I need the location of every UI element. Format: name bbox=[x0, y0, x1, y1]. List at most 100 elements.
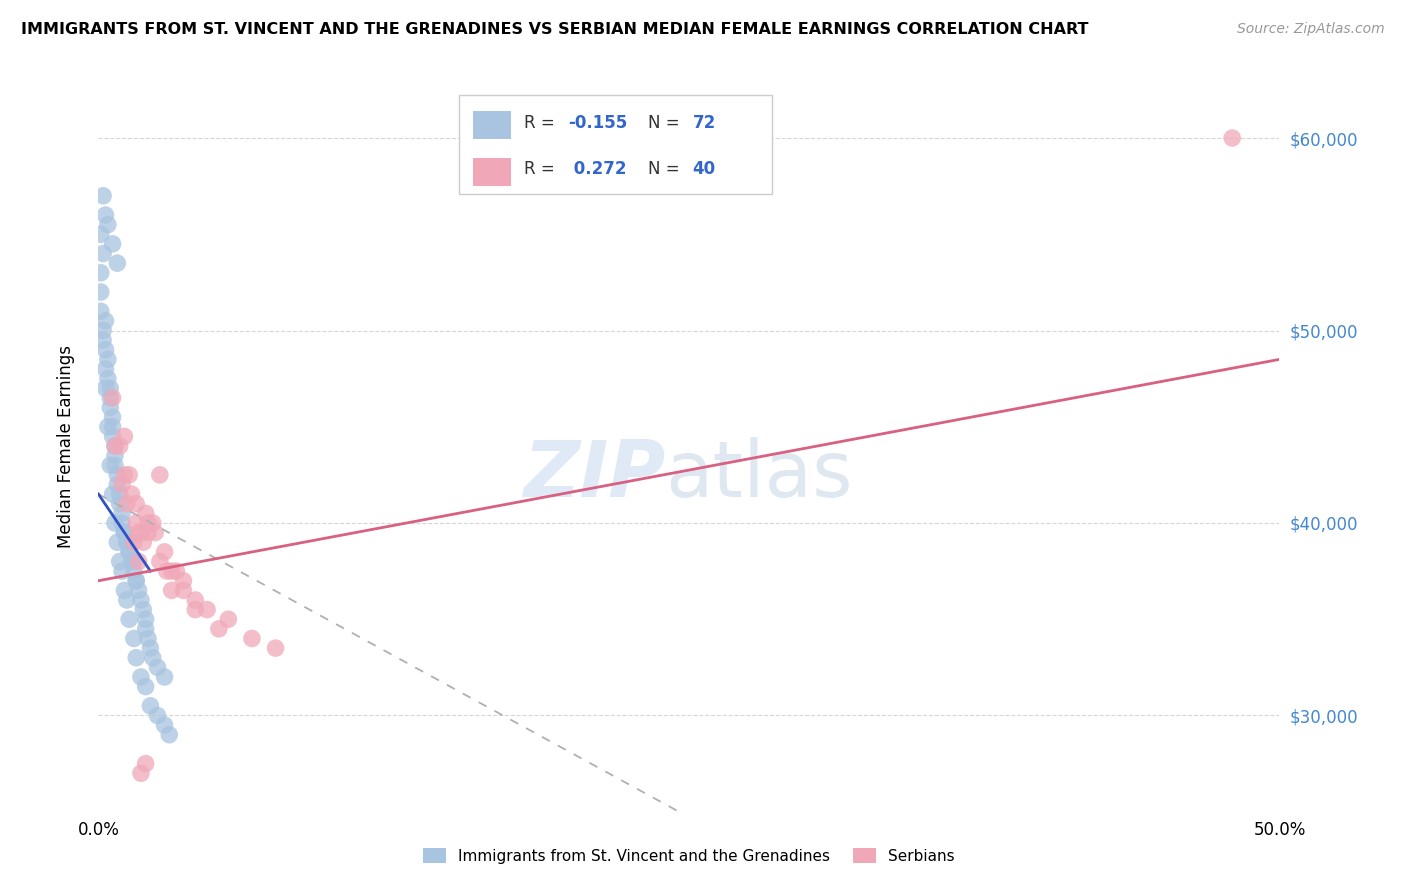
Point bbox=[115, 497, 138, 511]
Point bbox=[125, 574, 148, 588]
Point bbox=[132, 535, 155, 549]
Point bbox=[195, 602, 218, 616]
Point bbox=[135, 680, 157, 694]
Point bbox=[118, 545, 141, 559]
Point bbox=[90, 266, 112, 280]
Point bbox=[94, 208, 117, 222]
Text: 72: 72 bbox=[693, 113, 716, 131]
Point bbox=[94, 343, 117, 357]
Point bbox=[98, 381, 121, 395]
Point bbox=[121, 487, 143, 501]
Point bbox=[101, 391, 124, 405]
Legend: Immigrants from St. Vincent and the Grenadines, Serbians: Immigrants from St. Vincent and the Gren… bbox=[418, 842, 960, 870]
Point bbox=[146, 660, 169, 674]
Text: IMMIGRANTS FROM ST. VINCENT AND THE GRENADINES VS SERBIAN MEDIAN FEMALE EARNINGS: IMMIGRANTS FROM ST. VINCENT AND THE GREN… bbox=[21, 22, 1088, 37]
Point bbox=[125, 497, 148, 511]
Point bbox=[91, 246, 114, 260]
Text: 0.272: 0.272 bbox=[568, 160, 627, 178]
Point bbox=[184, 593, 207, 607]
Point bbox=[136, 632, 159, 646]
Text: 40: 40 bbox=[693, 160, 716, 178]
Point bbox=[112, 525, 135, 540]
Point bbox=[105, 477, 128, 491]
Point bbox=[172, 583, 194, 598]
Point bbox=[217, 612, 239, 626]
Point bbox=[264, 641, 287, 656]
Point bbox=[118, 612, 141, 626]
Point bbox=[135, 622, 157, 636]
Point bbox=[94, 314, 117, 328]
Point bbox=[156, 564, 179, 578]
FancyBboxPatch shape bbox=[472, 112, 510, 139]
Point bbox=[208, 622, 231, 636]
Point bbox=[101, 236, 124, 251]
Text: R =: R = bbox=[523, 160, 560, 178]
Point bbox=[172, 574, 194, 588]
Point bbox=[122, 535, 145, 549]
Point bbox=[165, 564, 187, 578]
Point bbox=[184, 602, 207, 616]
Point bbox=[153, 718, 176, 732]
Point bbox=[90, 285, 112, 299]
Point bbox=[94, 362, 117, 376]
Point bbox=[105, 535, 128, 549]
Point bbox=[97, 419, 120, 434]
Point bbox=[122, 632, 145, 646]
Point bbox=[105, 467, 128, 482]
Point bbox=[111, 516, 134, 530]
Point bbox=[240, 632, 263, 646]
Point bbox=[122, 564, 145, 578]
Point bbox=[125, 516, 148, 530]
Point bbox=[153, 670, 176, 684]
Point bbox=[129, 525, 152, 540]
Point bbox=[115, 593, 138, 607]
Point bbox=[112, 467, 135, 482]
Text: N =: N = bbox=[648, 160, 685, 178]
Point bbox=[111, 507, 134, 521]
Point bbox=[1220, 131, 1243, 145]
Point bbox=[108, 554, 131, 568]
Point bbox=[129, 593, 152, 607]
Point bbox=[112, 525, 135, 540]
Point bbox=[104, 516, 127, 530]
Point bbox=[135, 507, 157, 521]
Point bbox=[91, 324, 114, 338]
Point bbox=[135, 756, 157, 771]
Point bbox=[149, 554, 172, 568]
Point bbox=[118, 467, 141, 482]
Point bbox=[97, 352, 120, 367]
Point bbox=[101, 419, 124, 434]
Point bbox=[108, 487, 131, 501]
Point bbox=[118, 545, 141, 559]
Point bbox=[98, 391, 121, 405]
Point bbox=[153, 545, 176, 559]
Point bbox=[108, 439, 131, 453]
Point bbox=[142, 650, 165, 665]
Point bbox=[104, 439, 127, 453]
Point bbox=[97, 218, 120, 232]
Point bbox=[128, 554, 150, 568]
Point bbox=[112, 429, 135, 443]
Point bbox=[128, 583, 150, 598]
Point bbox=[160, 564, 183, 578]
Point bbox=[122, 554, 145, 568]
Point bbox=[115, 535, 138, 549]
Point bbox=[139, 641, 162, 656]
Point bbox=[105, 256, 128, 270]
Point bbox=[132, 602, 155, 616]
Point bbox=[111, 564, 134, 578]
Point bbox=[108, 497, 131, 511]
Point bbox=[136, 516, 159, 530]
Text: atlas: atlas bbox=[665, 437, 853, 513]
Point bbox=[125, 574, 148, 588]
Point bbox=[121, 554, 143, 568]
Text: ZIP: ZIP bbox=[523, 437, 665, 513]
Point bbox=[111, 477, 134, 491]
Point bbox=[104, 458, 127, 473]
Point bbox=[91, 333, 114, 347]
Point bbox=[104, 439, 127, 453]
Point bbox=[104, 449, 127, 463]
Text: R =: R = bbox=[523, 113, 560, 131]
Point bbox=[98, 458, 121, 473]
Point bbox=[97, 371, 120, 385]
